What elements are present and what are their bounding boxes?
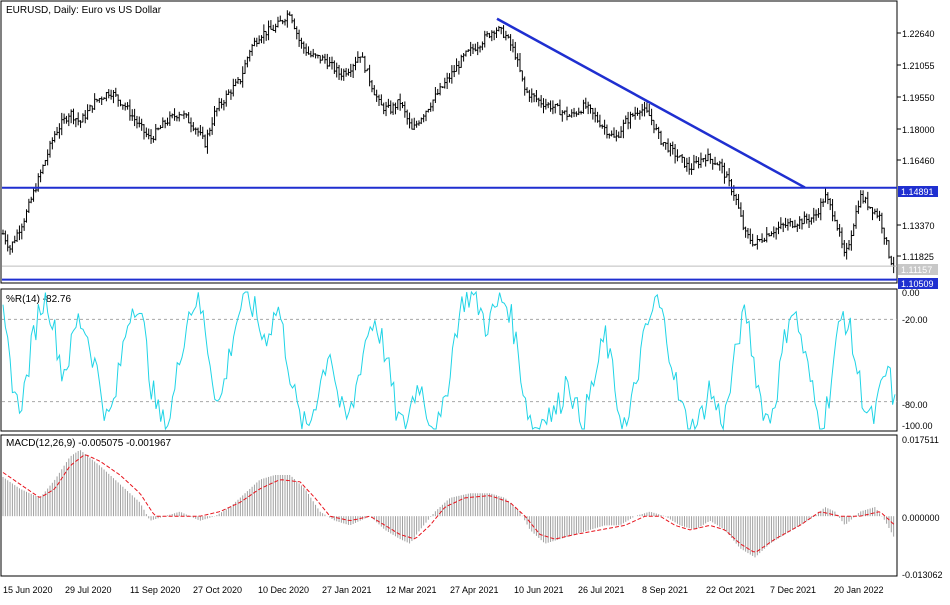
wr-tick-label: -20.00	[902, 315, 928, 325]
wr-tick-label: -100.00	[902, 421, 933, 431]
x-tick-label: 15 Jun 2020	[3, 585, 53, 595]
price-badge-resistance: 1.14891	[898, 186, 938, 197]
price-tick-label: 1.16460	[902, 156, 935, 166]
price-tick-label: 1.18000	[902, 125, 935, 135]
macd-tick-label: 0.017511	[902, 435, 939, 445]
x-tick-label: 10 Jun 2021	[514, 585, 564, 595]
price-tick-label: 1.22640	[902, 29, 935, 39]
x-tick-label: 22 Oct 2021	[706, 585, 755, 595]
macd-title: MACD(12,26,9) -0.005075 -0.001967	[6, 438, 172, 449]
chart-marks	[1, 10, 897, 558]
x-tick-label: 11 Sep 2020	[130, 585, 180, 595]
x-tick-label: 27 Apr 2021	[450, 585, 499, 595]
x-tick-label: 7 Dec 2021	[770, 585, 816, 595]
trend-line	[496, 17, 806, 189]
price-tick-label: 1.13370	[902, 221, 935, 231]
x-axis: 15 Jun 2020 29 Jul 2020 11 Sep 2020 27 O…	[3, 585, 884, 595]
macd-pane	[0, 434, 898, 577]
wr-tick-label: -80.00	[902, 400, 928, 410]
x-tick-label: 27 Oct 2020	[193, 585, 242, 595]
price-pane	[0, 0, 898, 284]
price-pane-title: EURUSD, Daily: Euro vs US Dollar	[6, 5, 162, 16]
x-tick-label: 20 Jan 2022	[834, 585, 884, 595]
price-badge-support: 1.10509	[898, 278, 938, 289]
price-tick-label: 1.19550	[902, 93, 935, 103]
price-badge-current: 1.11157	[898, 264, 938, 275]
macd-signal-line	[2, 454, 895, 553]
svg-text:1.10509: 1.10509	[901, 279, 934, 289]
price-tick-label: 1.11825	[902, 252, 934, 262]
x-tick-label: 8 Sep 2021	[642, 585, 688, 595]
williams-r-pane	[0, 288, 898, 432]
x-tick-label: 26 Jul 2021	[578, 585, 625, 595]
svg-text:1.14891: 1.14891	[901, 187, 934, 197]
williams-r-title: %R(14) -82.76	[6, 294, 71, 305]
price-tick-label: 1.21055	[902, 61, 935, 71]
macd-tick-label: -0.013062	[902, 570, 943, 580]
svg-text:1.11157: 1.11157	[901, 265, 932, 275]
x-tick-label: 10 Dec 2020	[258, 585, 309, 595]
macd-tick-label: 0.000000	[902, 513, 940, 523]
williams-r-line	[2, 290, 896, 431]
wr-tick-label: 0.00	[902, 288, 920, 298]
x-tick-label: 29 Jul 2020	[65, 585, 112, 595]
x-tick-label: 12 Mar 2021	[386, 585, 437, 595]
x-tick-label: 27 Jan 2021	[322, 585, 372, 595]
